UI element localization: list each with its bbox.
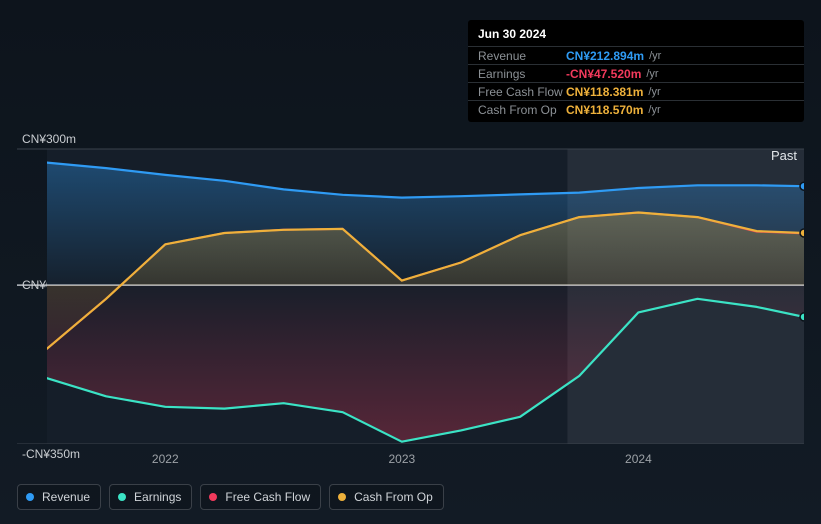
tooltip-row-label: Cash From Op [478,103,566,117]
chart-container: Jun 30 2024 RevenueCN¥212.894m/yrEarning… [0,0,821,524]
tooltip-row-label: Free Cash Flow [478,85,566,99]
legend-label: Revenue [42,490,90,504]
legend-dot [118,493,126,501]
chart-tooltip: Jun 30 2024 RevenueCN¥212.894m/yrEarning… [468,20,804,122]
y-axis-label: -CN¥350m [22,447,80,461]
legend-dot [26,493,34,501]
tooltip-row-unit: /yr [648,104,660,116]
legend-item[interactable]: Free Cash Flow [200,484,321,510]
x-axis-label: 2024 [625,452,652,466]
legend-item[interactable]: Revenue [17,484,101,510]
legend-label: Cash From Op [354,490,433,504]
x-axis-label: 2023 [388,452,415,466]
legend-dot [209,493,217,501]
tooltip-row: Cash From OpCN¥118.570m/yr [468,100,804,122]
legend-label: Earnings [134,490,181,504]
line-chart[interactable] [17,124,804,444]
x-axis-label: 2022 [152,452,179,466]
tooltip-date: Jun 30 2024 [468,20,804,46]
legend-item[interactable]: Earnings [109,484,192,510]
legend-item[interactable]: Cash From Op [329,484,444,510]
tooltip-row-value: CN¥118.570m [566,103,643,117]
tooltip-row-value: CN¥118.381m [566,85,643,99]
tooltip-row-unit: /yr [648,86,660,98]
legend-label: Free Cash Flow [225,490,310,504]
tooltip-row: RevenueCN¥212.894m/yr [468,46,804,64]
tooltip-row: Free Cash FlowCN¥118.381m/yr [468,82,804,100]
legend: Revenue Earnings Free Cash Flow Cash From O… [17,484,444,510]
tooltip-row-label: Revenue [478,49,566,63]
tooltip-row-value: CN¥212.894m [566,49,644,63]
tooltip-row-unit: /yr [646,68,658,80]
tooltip-row-value: -CN¥47.520m [566,67,641,81]
tooltip-row-unit: /yr [649,50,661,62]
legend-dot [338,493,346,501]
past-label: Past [771,148,797,163]
tooltip-row-label: Earnings [478,67,566,81]
tooltip-row: Earnings-CN¥47.520m/yr [468,64,804,82]
